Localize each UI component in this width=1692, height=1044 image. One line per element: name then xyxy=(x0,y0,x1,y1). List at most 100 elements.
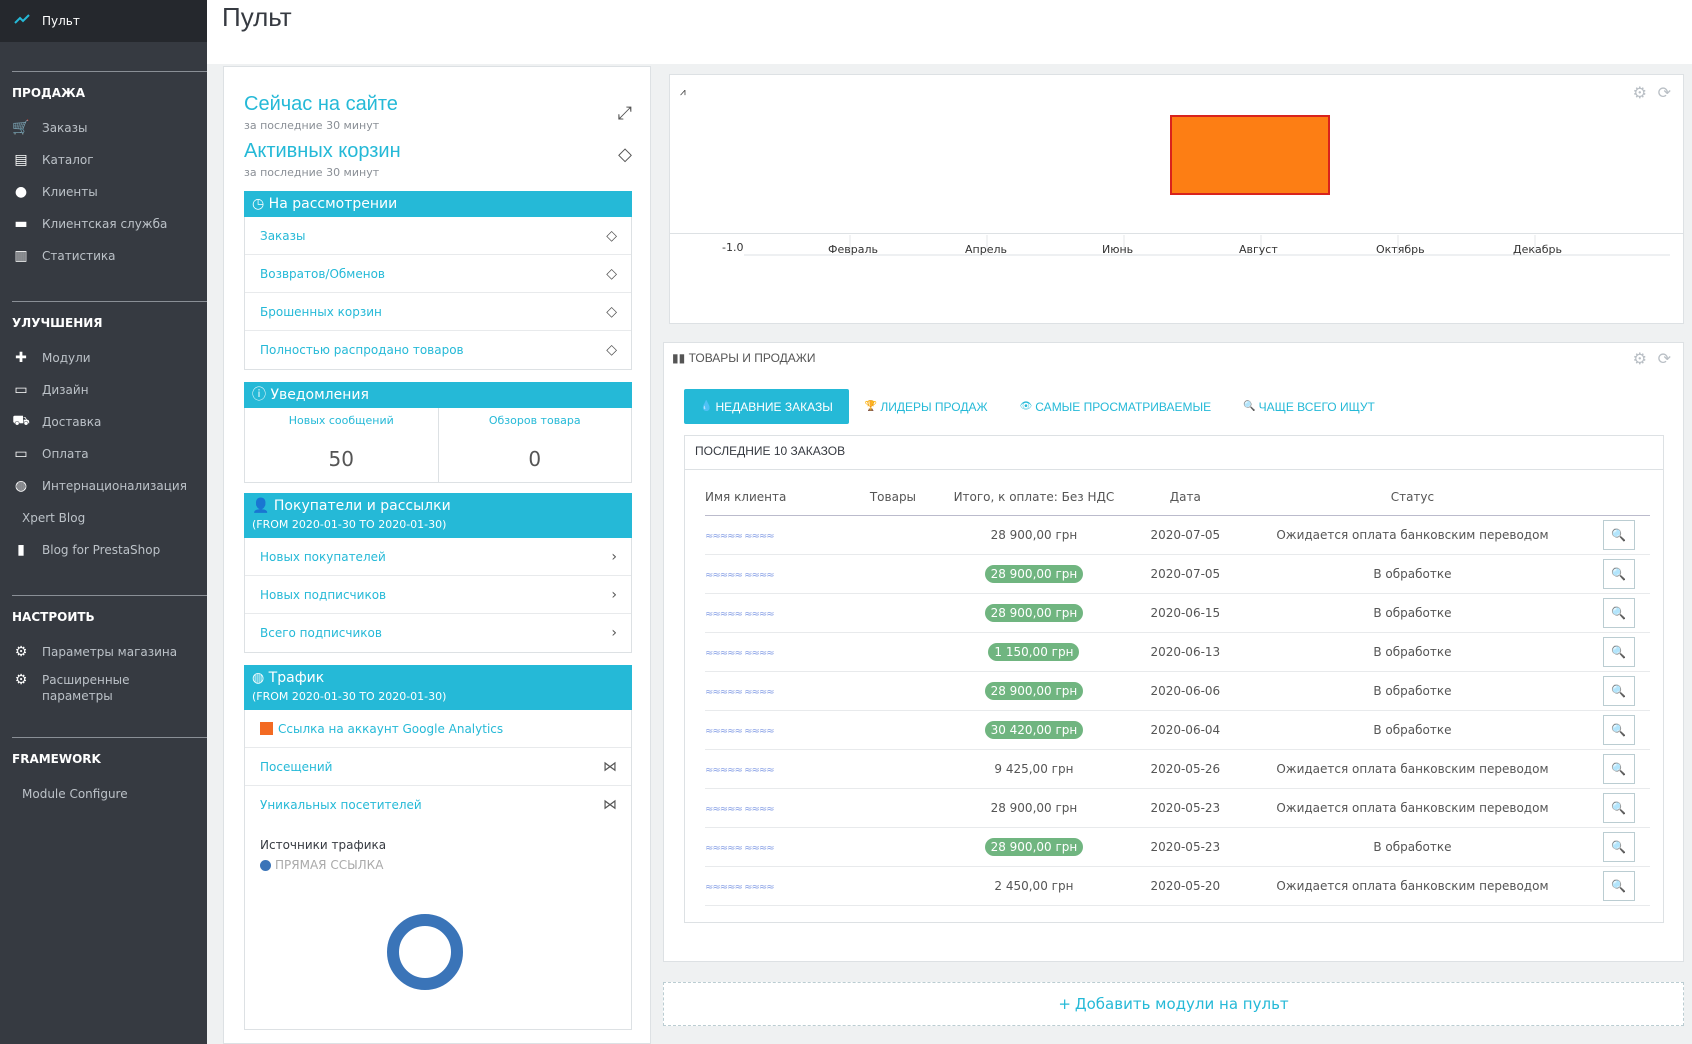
view-order-button[interactable]: 🔍 xyxy=(1602,792,1635,823)
activity-row[interactable]: Посещений ⋈ xyxy=(245,748,631,786)
sidebar-item-dashboard[interactable]: Пульт xyxy=(0,0,207,42)
view-order-button[interactable]: 🔍 xyxy=(1602,675,1635,706)
table-row[interactable]: ≈≈≈≈≈ ≈≈≈≈ 28 900,00 грн 2020-07-05 В обраб… xyxy=(705,554,1650,594)
online-visitors-title[interactable]: Сейчас на сайте xyxy=(244,93,398,115)
date-cell: 2020-06-13 xyxy=(1133,632,1238,672)
sidebar-item-label: Blog for PrestaShop xyxy=(42,543,161,557)
status-cell: В обработке xyxy=(1237,632,1588,672)
sidebar-item[interactable]: ▤ Каталог xyxy=(0,144,207,176)
sidebar-section-title: ПРОДАЖА xyxy=(12,86,85,100)
customer-name-cell: ≈≈≈≈≈ ≈≈≈≈ xyxy=(705,554,852,594)
sidebar-item[interactable]: ▮ Blog for PrestaShop xyxy=(0,534,207,566)
sidebar-section-title: НАСТРОИТЬ xyxy=(12,610,95,624)
gear-icon[interactable]: ⚙ xyxy=(1632,349,1647,368)
sidebar-item[interactable]: ⚙ Расширенные параметры xyxy=(0,668,207,708)
activity-row-label: Заказы xyxy=(260,228,306,243)
sidebar-item[interactable]: ⛟ Доставка xyxy=(0,406,207,438)
table-row[interactable]: ≈≈≈≈≈ ≈≈≈≈ 1 150,00 грн 2020-06-13 В обрабо… xyxy=(705,632,1650,672)
table-row[interactable]: ≈≈≈≈≈ ≈≈≈≈ 30 420,00 грн 2020-06-04 В обраб… xyxy=(705,710,1650,750)
table-row[interactable]: ≈≈≈≈≈ ≈≈≈≈ 28 900,00 грн 2020-05-23 В обраб… xyxy=(705,827,1650,867)
table-row[interactable]: ≈≈≈≈≈ ≈≈≈≈ 28 900,00 грн 2020-05-23 Ожидает… xyxy=(705,788,1650,828)
add-modules-button[interactable]: + Добавить модули на пульт xyxy=(663,982,1684,1026)
notifications-panel: ⓘ Уведомления Новых сообщений 50 Обзоров… xyxy=(244,382,632,483)
online-visitors-sub: за последние 30 минут xyxy=(244,119,380,132)
products-cell xyxy=(851,593,935,633)
credit-card-icon: ▭ xyxy=(14,446,28,462)
activity-row[interactable]: Брошенных корзин ◇ xyxy=(245,293,631,331)
store-icon: ▤ xyxy=(14,152,28,168)
sidebar-item[interactable]: ▬ Клиентская служба xyxy=(0,208,207,240)
activity-row[interactable]: Возвратов/Обменов ◇ xyxy=(245,255,631,293)
google-analytics-link[interactable]: Ссылка на аккаунт Google Analytics xyxy=(245,710,631,748)
total-paid-badge: 28 900,00 грн xyxy=(984,564,1084,583)
customer-name-redacted-icon: ≈≈≈≈≈ ≈≈≈≈ xyxy=(705,608,775,620)
table-row[interactable]: ≈≈≈≈≈ ≈≈≈≈ 28 900,00 грн 2020-07-05 Ожидает… xyxy=(705,515,1650,555)
table-row[interactable]: ≈≈≈≈≈ ≈≈≈≈ 28 900,00 грн 2020-06-06 В обраб… xyxy=(705,671,1650,711)
activity-row[interactable]: Уникальных посетителей ⋈ xyxy=(245,786,631,824)
sidebar-item[interactable]: ▭ Дизайн xyxy=(0,374,207,406)
customer-name-redacted-icon: ≈≈≈≈≈ ≈≈≈≈ xyxy=(705,686,775,698)
date-cell: 2020-06-06 xyxy=(1133,671,1238,711)
reviews-cell[interactable]: Обзоров товара 0 xyxy=(437,408,632,482)
products-cell xyxy=(851,554,935,594)
new-messages-value: 50 xyxy=(328,447,354,471)
view-order-button[interactable]: 🔍 xyxy=(1602,714,1635,745)
traffic-subtitle: (FROM 2020-01-30 TO 2020-01-30) xyxy=(252,690,447,703)
refresh-icon[interactable]: ⟳ xyxy=(1657,349,1671,368)
new-messages-cell[interactable]: Новых сообщений 50 xyxy=(245,408,438,482)
activity-row[interactable]: Новых покупателей › xyxy=(245,538,631,576)
table-row[interactable]: ≈≈≈≈≈ ≈≈≈≈ 9 425,00 грн 2020-05-26 Ожидаетс… xyxy=(705,749,1650,789)
sidebar-item[interactable]: ✚ Модули xyxy=(0,342,207,374)
tab-label: НЕДАВНИЕ ЗАКАЗЫ xyxy=(715,399,833,414)
kpi-tile[interactable] xyxy=(670,115,830,195)
total-paid-badge: 1 150,00 грн xyxy=(988,642,1080,661)
view-order-button[interactable]: 🔍 xyxy=(1602,519,1635,550)
view-order-button[interactable]: 🔍 xyxy=(1602,636,1635,667)
status-cell: В обработке xyxy=(1237,710,1588,750)
products-cell xyxy=(851,788,935,828)
customer-name-redacted-icon: ≈≈≈≈≈ ≈≈≈≈ xyxy=(705,803,775,815)
sidebar-item-label: Xpert Blog xyxy=(22,511,86,525)
actions-cell: 🔍 xyxy=(1587,788,1650,828)
activity-row-label: Всего подписчиков xyxy=(260,626,382,640)
search-icon: 🔍 xyxy=(1611,683,1627,698)
search-icon: 🔍 xyxy=(1611,566,1627,581)
tab-recent-orders[interactable]: 💧 НЕДАВНИЕ ЗАКАЗЫ xyxy=(684,389,849,424)
activity-row[interactable]: Заказы ◇ xyxy=(245,217,631,255)
view-order-button[interactable]: 🔍 xyxy=(1602,870,1635,901)
chart-axis xyxy=(744,235,1670,256)
sidebar: Пульт ПРОДАЖА 🛒 Заказы ▤ Каталог ● Клиенты ▬ Кли… xyxy=(0,0,207,1044)
active-carts-title[interactable]: Активных корзин xyxy=(244,140,401,162)
sidebar-item[interactable]: ● Клиенты xyxy=(0,176,207,208)
sidebar-item[interactable]: Xpert Blog xyxy=(0,502,207,534)
activity-row[interactable]: Новых подписчиков › xyxy=(245,576,631,614)
sidebar-divider xyxy=(12,301,207,302)
table-row[interactable]: ≈≈≈≈≈ ≈≈≈≈ 2 450,00 грн 2020-05-20 Ожидаетс… xyxy=(705,866,1650,906)
gear-icon[interactable]: ⚙ xyxy=(1632,83,1647,102)
customer-name-redacted-icon: ≈≈≈≈≈ ≈≈≈≈ xyxy=(705,764,775,776)
view-order-button[interactable]: 🔍 xyxy=(1602,558,1635,589)
tab-best-sellers[interactable]: 🏆 ЛИДЕРЫ ПРОДАЖ xyxy=(849,389,1004,424)
total-paid-badge: 28 900,00 грн xyxy=(984,681,1084,700)
activity-row[interactable]: Полностью распродано товаров ◇ xyxy=(245,331,631,369)
view-order-button[interactable]: 🔍 xyxy=(1602,597,1635,628)
table-row[interactable]: ≈≈≈≈≈ ≈≈≈≈ 28 900,00 грн 2020-06-15 В обраб… xyxy=(705,593,1650,633)
sidebar-item[interactable]: ⚙ Параметры магазина xyxy=(0,636,207,668)
tab-top-searches[interactable]: 🔍 ЧАЩЕ ВСЕГО ИЩУТ xyxy=(1227,389,1391,424)
kpi-tile-active[interactable] xyxy=(1170,115,1330,195)
trending-up-icon xyxy=(14,13,30,29)
activity-row[interactable]: Всего подписчиков › xyxy=(245,614,631,652)
desktop-icon: ▭ xyxy=(14,382,28,398)
view-order-button[interactable]: 🔍 xyxy=(1602,753,1635,784)
sidebar-item[interactable]: ▭ Оплата xyxy=(0,438,207,470)
refresh-icon[interactable]: ⟳ xyxy=(1657,83,1671,102)
sidebar-item[interactable]: ◍ Интернационализация xyxy=(0,470,207,502)
sidebar-item[interactable]: ▥ Статистика xyxy=(0,240,207,272)
sidebar-item[interactable]: Module Configure xyxy=(0,778,207,810)
page-title: Пульт xyxy=(222,2,292,32)
sidebar-item[interactable]: 🛒 Заказы xyxy=(0,112,207,144)
tab-most-viewed[interactable]: 👁 САМЫЕ ПРОСМАТРИВАЕМЫЕ xyxy=(1004,389,1228,424)
status-cell: В обработке xyxy=(1237,827,1588,867)
view-order-button[interactable]: 🔍 xyxy=(1602,831,1635,862)
search-icon: 🔍 xyxy=(1611,761,1627,776)
